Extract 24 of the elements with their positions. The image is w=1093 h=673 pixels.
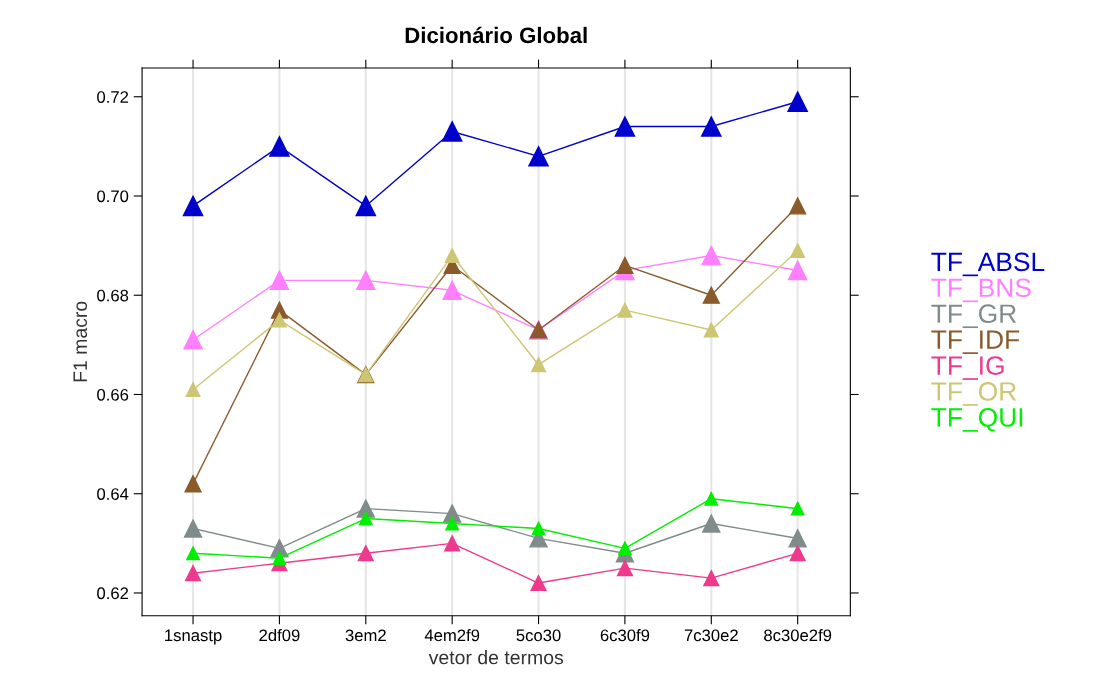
x-tick-label: 8c30e2f9 (764, 629, 832, 642)
x-tick-label: 1snastp (165, 629, 222, 645)
y-tick-label: 0.62 (97, 587, 129, 600)
x-tick-label: 5co30 (516, 629, 561, 642)
text: TF_QUI (931, 408, 1023, 432)
x-axis-title: vetor de termos (428, 650, 564, 665)
x-tick-label: 6c30f9 (600, 629, 650, 642)
text: TF_GR (931, 304, 1017, 329)
x-tick-label: 4em2f9 (424, 629, 480, 642)
y-tick-label: 0.68 (97, 289, 129, 302)
text: TF_OR (931, 382, 1017, 406)
x-tick-label: 7c30e2 (684, 629, 738, 642)
y-tick-label: 0.64 (97, 488, 129, 500)
chart-title: Dicionário Global (405, 26, 587, 44)
y-tick-label: 0.72 (97, 91, 129, 103)
text: TF_IDF (931, 330, 1020, 354)
y-axis-title: F1 macro (73, 301, 88, 382)
text: TF_IG (931, 356, 1004, 380)
y-tick-label: 0.70 (97, 190, 129, 203)
x-tick-label: 2df09 (259, 628, 300, 642)
text: TF_ABSL (931, 252, 1045, 277)
y-tick-label: 0.66 (97, 388, 129, 401)
x-tick-label: 3em2 (345, 629, 386, 642)
text: TF_BNS (931, 278, 1031, 303)
